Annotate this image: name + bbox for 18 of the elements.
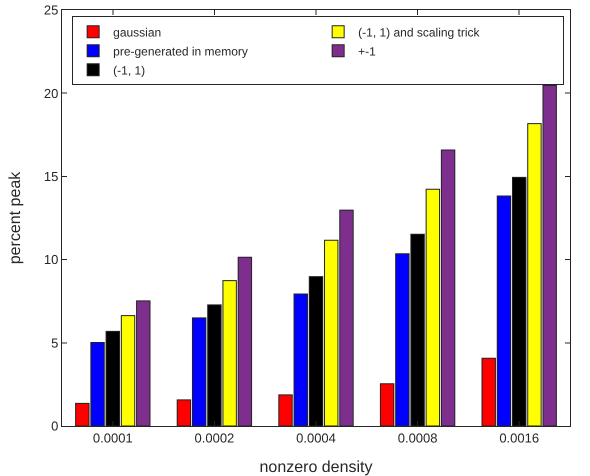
y-tick-label: 25 <box>44 2 58 18</box>
x-tick-label: 0.0001 <box>92 430 133 446</box>
legend-label: gaussian <box>113 25 162 40</box>
y-tick-label: 15 <box>44 168 58 184</box>
x-tick-label: 0.0016 <box>499 430 540 446</box>
y-tick-label: 10 <box>44 252 58 268</box>
legend-label: (-1, 1) <box>113 63 146 78</box>
x-axis-title: nonzero density <box>260 459 372 476</box>
y-tick-label: 20 <box>44 86 58 101</box>
x-tick-label: 0.0004 <box>296 430 336 446</box>
x-tick-label: 0.0008 <box>398 430 438 446</box>
legend-label: (-1, 1) and scaling trick <box>358 25 481 40</box>
x-tick-label: 0.0002 <box>194 430 234 446</box>
y-tick-label: 0 <box>51 418 58 434</box>
y-tick-label: 5 <box>51 335 58 350</box>
legend-label: +-1 <box>358 44 376 58</box>
y-axis-title: percent peak <box>7 170 24 264</box>
legend-label: pre-generated in memory <box>113 44 248 58</box>
